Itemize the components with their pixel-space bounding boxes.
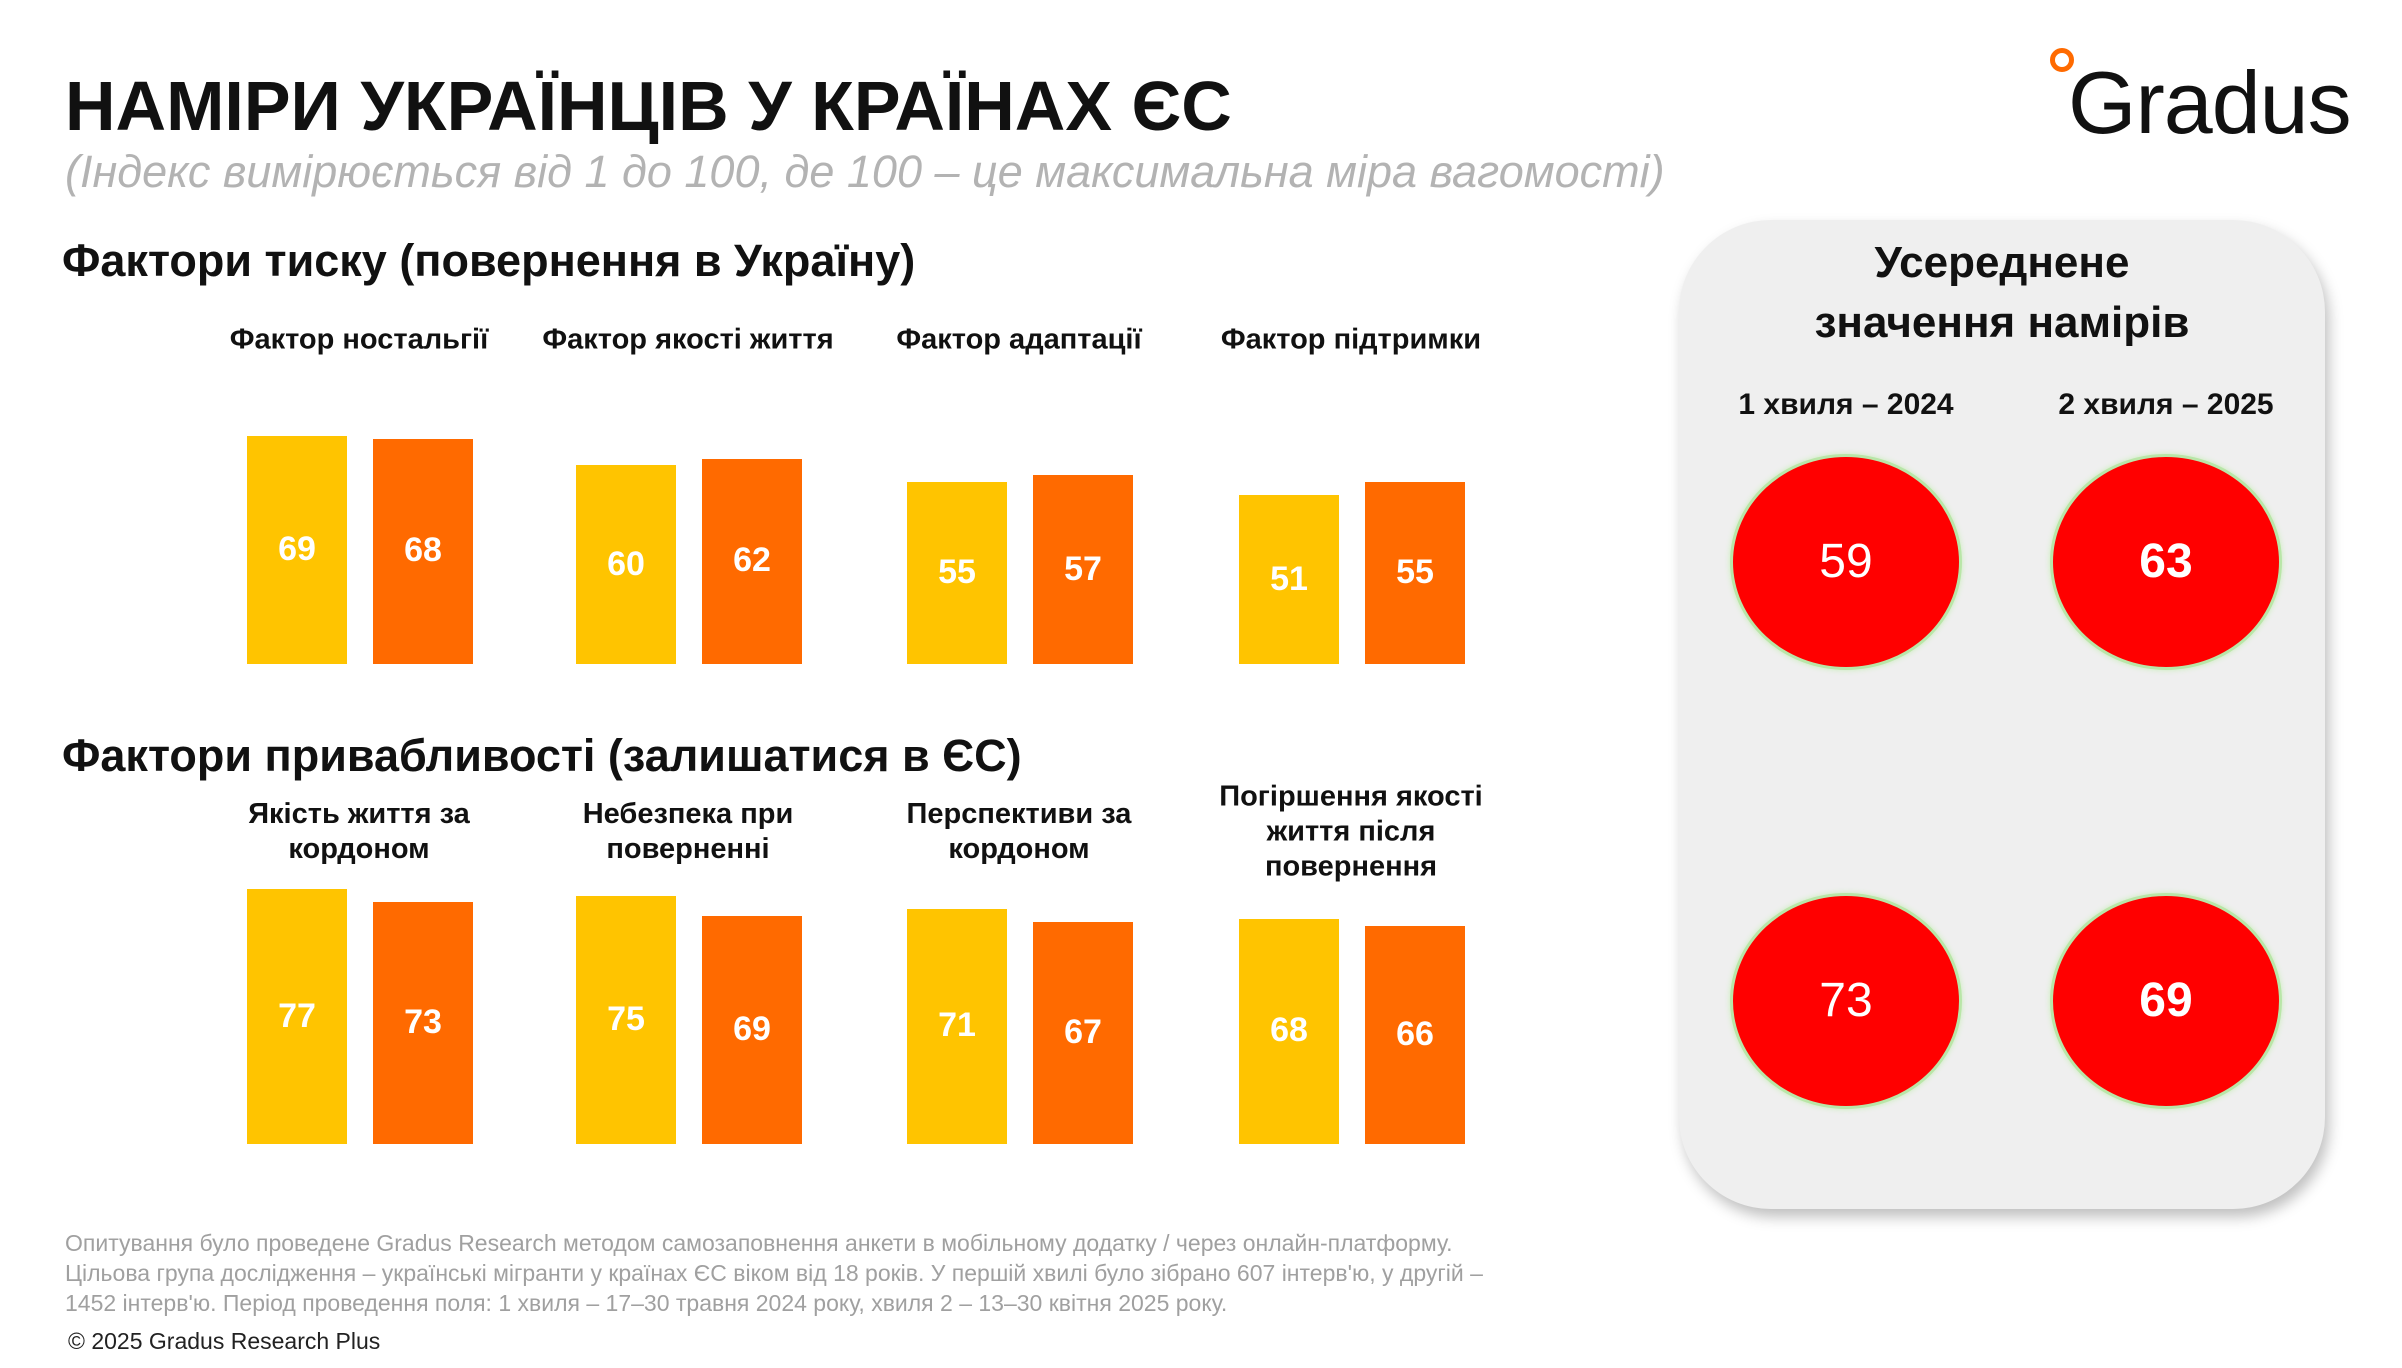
bar-value-label: 60 [607,544,645,583]
summary-value: 73 [1819,974,1873,1027]
bar [907,908,1007,1144]
summary-circle [1730,454,1962,670]
bar-value-label: 68 [1270,1011,1308,1050]
bar-value-label: 57 [1064,549,1102,588]
bar [1239,495,1339,664]
category-label: Перспективи за кордоном [906,798,1132,865]
category-label: Фактор адаптації [896,323,1142,356]
footnote: Цільова група дослідження – українські м… [65,1260,1483,1286]
logo: Gradus [2068,53,2352,152]
column-label: 1 хвиля – 2024 [1738,388,1954,421]
bar [247,435,347,664]
summary-circle [2050,893,2282,1109]
summary-circle [1730,893,1962,1109]
category-label: Погіршення якості життя після повернення [1219,780,1483,883]
bar [1033,475,1133,664]
bar [373,902,473,1144]
page-title: НАМІРИ УКРАЇНЦІВ У КРАЇНАХ ЄС [65,67,1232,145]
category-label: Небезпека при поверненні [582,798,794,865]
column-label: 2 хвиля – 2025 [2058,388,2274,421]
footnote: Опитування було проведене Gradus Researc… [65,1230,1453,1256]
bar [1365,925,1465,1144]
bar [702,458,802,664]
footnote: 1452 інтерв'ю. Період проведення поля: 1… [65,1290,1228,1316]
copyright: © 2025 Gradus Research Plus [68,1328,381,1354]
bar-value-label: 73 [404,1003,442,1042]
category-label: Якість життя за кордоном [248,798,470,865]
category-label: Фактор ностальгії [229,323,489,356]
summary-title: Усереднене [1874,238,2130,287]
page-subtitle: (Індекс вимірюється від 1 до 100, де 100… [65,146,1665,197]
bar-value-label: 69 [733,1009,771,1048]
summary-value: 69 [2139,974,2193,1027]
bar-value-label: 77 [278,996,316,1035]
bar [1365,481,1465,664]
bar-value-label: 51 [1270,559,1308,598]
bar-value-label: 68 [404,531,442,570]
category-label: Фактор якості життя [542,323,834,356]
summary-title: значення намірів [1814,298,2190,347]
summary-value: 63 [2139,535,2193,588]
bar [576,895,676,1144]
bar [1239,918,1339,1144]
bar-value-label: 62 [733,541,771,580]
bar-value-label: 71 [938,1006,976,1045]
chart-title: Фактори привабливості (залишатися в ЄС) [62,730,1022,781]
category-label: Фактор підтримки [1220,323,1482,356]
bar [702,915,802,1144]
bar [373,438,473,664]
summary-circle [2050,454,2282,670]
bar [576,465,676,664]
bar-value-label: 66 [1396,1014,1434,1053]
bar-value-label: 55 [1396,552,1434,591]
bar-value-label: 55 [938,552,976,591]
logo-dot [2050,48,2074,72]
bar [1033,922,1133,1144]
bar [907,481,1007,664]
bar-value-label: 67 [1064,1013,1102,1052]
summary-value: 59 [1819,535,1873,588]
bar-value-label: 75 [607,999,645,1038]
bar [247,889,347,1144]
chart-title: Фактори тиску (повернення в Україну) [62,235,916,286]
bar-value-label: 69 [278,529,316,568]
